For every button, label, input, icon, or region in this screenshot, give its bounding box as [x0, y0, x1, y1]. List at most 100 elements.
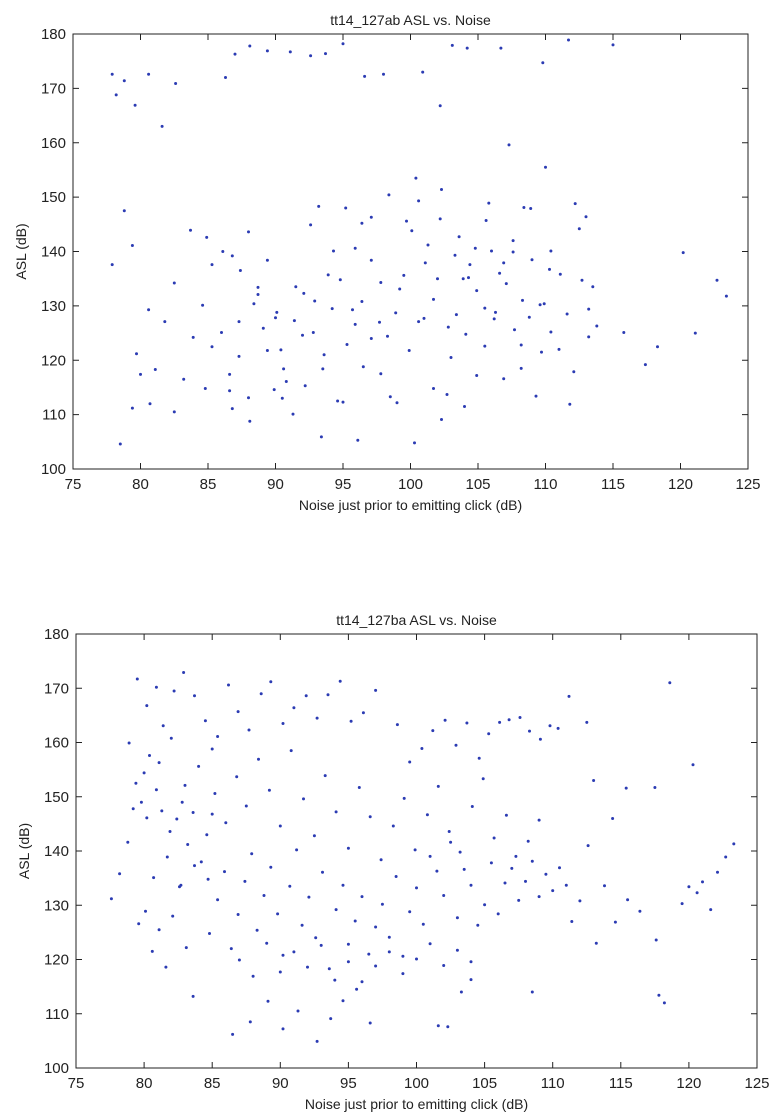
x-tick-label: 95 — [340, 1075, 357, 1092]
scatter-point — [323, 774, 327, 778]
scatter-point — [233, 52, 237, 56]
scatter-point — [603, 884, 606, 888]
scatter-point — [145, 704, 149, 708]
y-tick-label: 130 — [44, 897, 69, 914]
scatter-point — [135, 352, 138, 356]
scatter-point — [521, 298, 524, 302]
scatter-point — [470, 805, 474, 808]
scatter-point — [657, 993, 661, 997]
scatter-point — [465, 46, 469, 50]
scatter-point — [421, 70, 425, 74]
scatter-point — [157, 761, 161, 765]
scatter-point — [432, 297, 435, 301]
scatter-point — [203, 387, 207, 390]
scatter-point — [150, 949, 154, 953]
scatter-point — [407, 349, 411, 352]
scatter-point — [502, 377, 506, 381]
scatter-point — [446, 1025, 450, 1029]
scatter-point — [288, 884, 292, 888]
scatter-point — [494, 310, 497, 314]
scatter-point — [435, 869, 439, 873]
scatter-point — [281, 1027, 285, 1031]
scatter-point — [643, 363, 647, 367]
scatter-point — [379, 858, 383, 862]
scatter-point — [224, 821, 228, 825]
scatter-point — [687, 885, 691, 889]
scatter-point — [135, 677, 139, 681]
scatter-point — [154, 685, 158, 689]
scatter-point — [134, 781, 138, 785]
scatter-point — [363, 74, 367, 78]
scatter-point — [492, 836, 496, 840]
scatter-point — [624, 786, 628, 790]
scatter-point — [565, 312, 569, 316]
scatter-point — [236, 913, 240, 916]
x-tick-label: 110 — [541, 1075, 565, 1092]
scatter-point — [592, 779, 596, 782]
scatter-point — [189, 228, 192, 232]
x-tick-label: 125 — [735, 476, 760, 493]
scatter-point — [595, 324, 599, 328]
scatter-point — [454, 313, 458, 317]
scatter-point — [248, 1020, 252, 1024]
scatter-point — [489, 861, 493, 865]
scatter-point — [438, 104, 442, 108]
scatter-point — [446, 325, 450, 329]
x-tick-label: 75 — [68, 1075, 85, 1092]
scatter-point — [168, 830, 172, 833]
scatter-point — [224, 76, 227, 79]
scatter-point — [238, 269, 242, 272]
scatter-point — [544, 872, 548, 876]
scatter-point — [454, 743, 458, 747]
scatter-point — [229, 947, 233, 951]
scatter-point — [243, 879, 247, 883]
scatter-point — [450, 43, 454, 47]
scatter-point — [292, 319, 296, 323]
scatter-point — [695, 891, 699, 895]
scatter-point — [481, 777, 485, 781]
scatter-point — [131, 807, 135, 811]
scatter-point — [548, 267, 551, 271]
scatter-point — [379, 372, 383, 376]
scatter-point — [313, 299, 317, 303]
scatter-point — [368, 1021, 372, 1025]
scatter-point — [413, 848, 417, 852]
scatter-point — [395, 723, 399, 727]
scatter-point — [388, 395, 392, 399]
scatter-point — [514, 854, 518, 858]
scatter-point — [255, 928, 259, 932]
scatter-point — [402, 273, 406, 277]
scatter-point — [483, 903, 487, 907]
scatter-point — [145, 816, 149, 820]
scatter-point — [556, 726, 560, 730]
scatter-point — [498, 720, 502, 724]
scatter-point — [538, 303, 542, 307]
scatter-point — [558, 866, 561, 870]
scatter-point — [584, 215, 588, 219]
scatter-point — [462, 867, 466, 871]
scatter-point — [475, 289, 479, 293]
scatter-point — [184, 946, 188, 950]
scatter-point — [573, 202, 577, 206]
scatter-point — [314, 936, 318, 940]
scatter-point — [205, 235, 209, 239]
scatter-point — [259, 692, 263, 696]
scatter-point — [169, 736, 173, 740]
scatter-point — [382, 72, 385, 76]
scatter-point — [160, 124, 164, 128]
scatter-point — [332, 249, 335, 253]
scatter-point — [130, 406, 134, 410]
scatter-point — [724, 855, 728, 859]
scatter-point — [425, 813, 429, 817]
scatter-point — [449, 356, 453, 359]
scatter-point — [394, 311, 398, 315]
scatter-point — [483, 306, 487, 310]
scatter-point — [284, 380, 288, 383]
scatter-point — [275, 310, 279, 314]
scatter-point — [317, 204, 321, 208]
scatter-point — [410, 229, 414, 233]
y-tick-label: 100 — [41, 461, 66, 478]
chart-panel-1: tt14_127ab ASL vs. Noise 75 80 85 90 95 100 105… — [13, 12, 761, 513]
scatter-point — [567, 38, 570, 42]
scatter-point — [391, 824, 395, 828]
